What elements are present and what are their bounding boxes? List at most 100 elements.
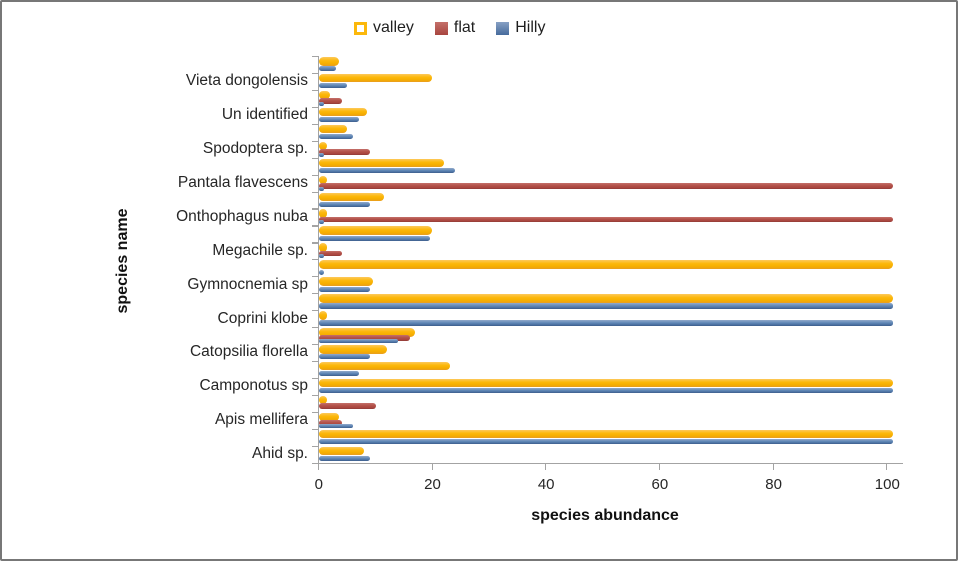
bar-hilly bbox=[318, 186, 325, 191]
bar-hilly bbox=[318, 83, 348, 89]
bar-flat bbox=[318, 335, 410, 342]
species-label: Coprini klobe bbox=[217, 309, 308, 327]
bar-valley bbox=[318, 73, 433, 83]
legend-item-flat: flat bbox=[434, 19, 476, 37]
x-tick-label: 0 bbox=[314, 475, 323, 493]
y-axis-tick bbox=[311, 293, 318, 295]
x-axis-tick bbox=[886, 462, 888, 470]
bar-hilly bbox=[318, 388, 893, 394]
bar-hilly bbox=[318, 134, 353, 140]
bar-flat bbox=[318, 419, 342, 426]
y-axis-tick bbox=[311, 191, 318, 193]
x-axis-tick bbox=[658, 462, 661, 470]
y-axis-tick bbox=[311, 259, 318, 261]
species-label: Un identified bbox=[221, 106, 308, 124]
bar-valley bbox=[318, 378, 893, 388]
flat-swatch-icon bbox=[434, 21, 448, 35]
species-label: Spodoptera sp. bbox=[202, 140, 308, 158]
bar-valley bbox=[318, 107, 368, 117]
bar-valley bbox=[318, 328, 416, 337]
bar-valley bbox=[318, 361, 450, 371]
y-axis-tick bbox=[311, 225, 318, 227]
x-axis-tick bbox=[772, 462, 774, 470]
y-axis-tick bbox=[311, 310, 318, 312]
bar-hilly bbox=[318, 269, 325, 275]
species-label: Camponotus sp bbox=[199, 377, 308, 395]
bar-valley bbox=[318, 446, 365, 456]
x-axis-line bbox=[317, 462, 903, 465]
y-axis-tick bbox=[311, 462, 318, 464]
y-axis-tick bbox=[311, 157, 318, 159]
bar-hilly bbox=[318, 320, 893, 326]
bar-hilly bbox=[318, 455, 370, 462]
bar-valley bbox=[318, 243, 328, 252]
bar-valley bbox=[318, 175, 328, 185]
y-axis-line bbox=[317, 56, 320, 463]
bar-valley bbox=[318, 311, 328, 320]
bar-valley bbox=[318, 429, 893, 439]
bar-hilly bbox=[318, 439, 893, 445]
bar-flat bbox=[318, 182, 893, 189]
bar-hilly bbox=[318, 101, 325, 106]
legend-label-flat: flat bbox=[453, 19, 476, 36]
x-tick-label: 60 bbox=[651, 475, 669, 493]
y-axis-tick bbox=[311, 327, 318, 329]
bar-hilly bbox=[318, 254, 325, 259]
x-tick-label: 100 bbox=[874, 475, 900, 493]
y-axis-tick bbox=[311, 208, 318, 210]
y-axis-tick bbox=[311, 394, 318, 397]
x-axis-tick bbox=[545, 462, 547, 470]
y-axis-tick bbox=[311, 140, 318, 142]
species-label: Apis mellifera bbox=[214, 411, 308, 429]
bar-valley bbox=[318, 158, 444, 168]
species-label: Onthophagus nuba bbox=[176, 207, 308, 225]
legend-item-hilly: Hilly bbox=[496, 19, 545, 37]
y-axis-tick bbox=[311, 89, 318, 92]
bar-flat bbox=[318, 148, 370, 155]
bar-hilly bbox=[318, 303, 893, 309]
x-axis-tick bbox=[317, 462, 319, 470]
x-tick-label: 80 bbox=[765, 475, 782, 493]
bar-hilly bbox=[318, 339, 399, 344]
bar-flat bbox=[318, 250, 342, 257]
y-axis-tick bbox=[311, 123, 318, 125]
species-label: Pantala flavescens bbox=[177, 174, 308, 192]
y-axis-tick bbox=[311, 344, 318, 346]
species-label: Megachile sp. bbox=[212, 241, 308, 259]
bar-valley bbox=[318, 141, 328, 151]
bar-valley bbox=[318, 209, 328, 218]
bar-valley bbox=[318, 395, 328, 405]
y-axis-tick bbox=[311, 56, 318, 58]
legend-label-hilly: Hilly bbox=[515, 19, 546, 36]
bar-hilly bbox=[318, 152, 325, 157]
bar-valley bbox=[318, 90, 331, 100]
bar-hilly bbox=[318, 167, 456, 174]
species-label: Vieta dongolensis bbox=[185, 72, 308, 90]
bar-valley bbox=[318, 345, 388, 354]
bar-valley bbox=[318, 294, 893, 303]
y-axis-tick bbox=[311, 276, 318, 278]
bar-flat bbox=[318, 98, 342, 104]
bar-valley bbox=[318, 192, 385, 202]
y-axis-tick bbox=[311, 174, 318, 176]
valley-swatch-icon bbox=[354, 21, 367, 35]
bar-hilly bbox=[318, 354, 370, 360]
y-axis-tick bbox=[311, 445, 318, 447]
species-label: Ahid sp. bbox=[251, 445, 308, 463]
bar-hilly bbox=[318, 423, 353, 428]
bar-hilly bbox=[318, 220, 325, 225]
bar-hilly bbox=[318, 201, 370, 208]
x-axis-title: species abundance bbox=[531, 507, 679, 524]
legend-label-valley: valley bbox=[373, 19, 414, 36]
bar-hilly bbox=[318, 117, 359, 123]
bar-hilly bbox=[318, 371, 359, 377]
bar-valley bbox=[318, 277, 373, 286]
x-axis-tick bbox=[431, 462, 433, 470]
bar-hilly bbox=[318, 286, 370, 292]
y-axis-tick bbox=[311, 428, 318, 430]
x-tick-label: 20 bbox=[424, 475, 441, 493]
bar-flat bbox=[318, 216, 893, 223]
legend: valley flat Hilly bbox=[354, 19, 545, 37]
bar-valley bbox=[318, 57, 339, 66]
